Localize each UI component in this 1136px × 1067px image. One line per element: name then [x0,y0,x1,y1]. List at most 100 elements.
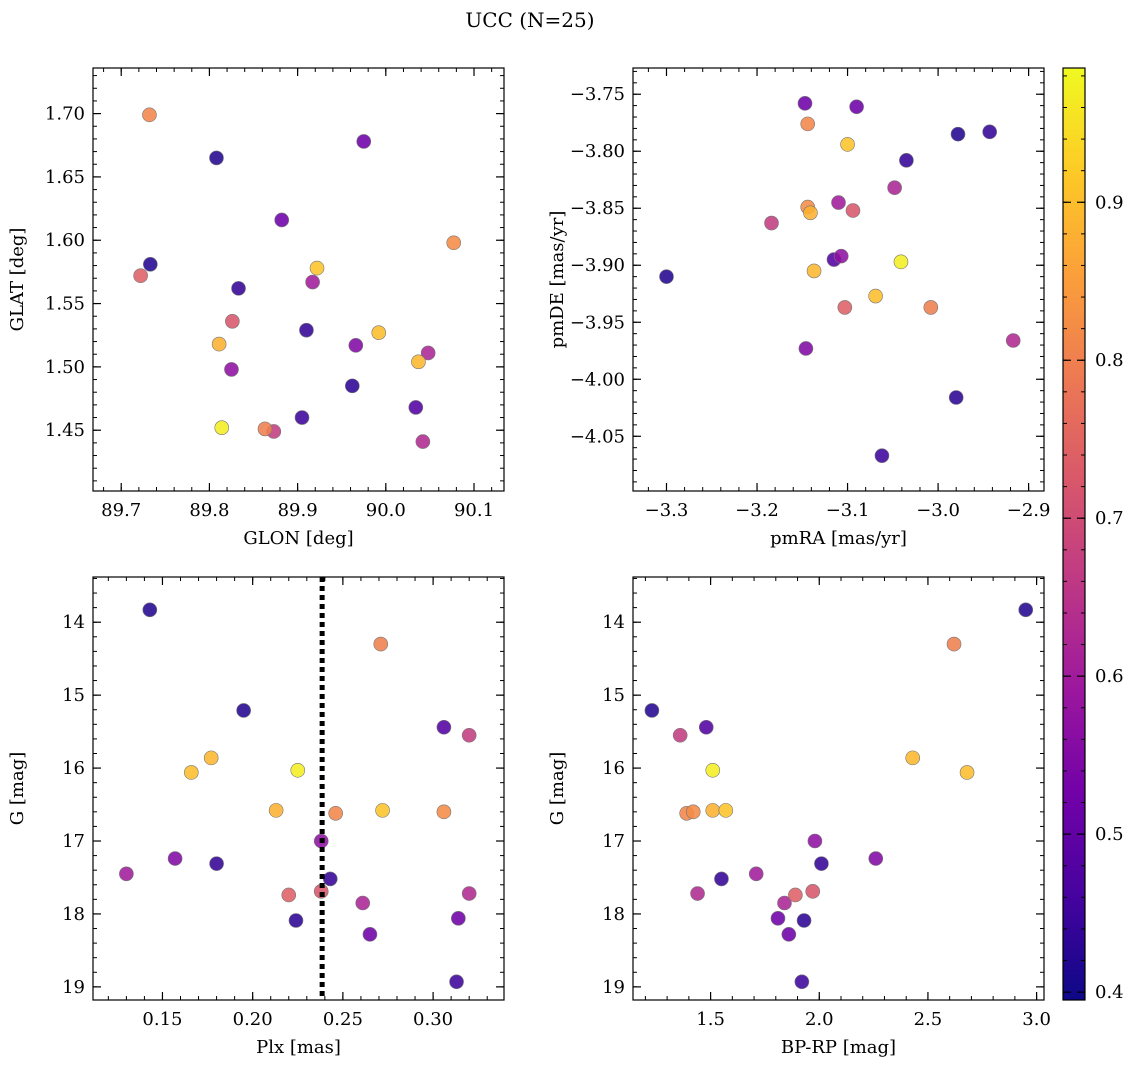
axes-frame [92,576,505,1001]
x-tick-label: 0.25 [323,1009,363,1030]
data-point [905,750,921,766]
x-tick-label: 90.0 [366,500,406,521]
data-point [748,866,764,882]
data-point [1018,602,1034,618]
axes-frame [632,67,1045,492]
colorbar-tick-label: 0.9 [1095,192,1124,213]
data-point [294,410,310,425]
colorbar-tick-label: 0.4 [1095,982,1124,1003]
data-point [231,281,246,296]
data-point [209,150,224,166]
data-point [781,927,797,942]
y-tick-label: 18 [602,904,625,925]
axes-frame [92,67,505,492]
panel-color-magnitude: 1.5 2.0 2.5 3.0 14 15 16 17 18 19 BP-RP [mag] G [ma… [547,576,1051,1058]
minor-ticks [633,577,1044,1000]
y-tick-label: 17 [602,831,625,852]
data-point [923,300,939,315]
data-point [806,263,822,279]
data-point [209,856,224,871]
data-point [718,803,734,818]
axes-frame [632,576,1045,1001]
data-point [184,765,199,780]
y-tick-label: 16 [62,758,85,779]
data-point [355,895,371,911]
data-point [257,421,273,437]
data-point [946,636,962,652]
data-point [373,636,389,652]
figure-title: UCC (N=25) [465,8,594,32]
x-tick-label: 0.30 [413,1009,453,1030]
plot-area [659,96,1021,463]
data-point [345,378,360,394]
x-tick-label: 2.0 [805,1009,834,1030]
plot-area [644,602,1034,990]
data-point [833,248,849,264]
data-point [644,703,660,718]
y-tick-label: 18 [62,904,85,925]
y-axis-label: G [mag] [7,752,28,825]
data-point [415,434,431,449]
data-point [375,803,390,818]
x-tick-label: −3.0 [916,500,960,521]
data-point [764,215,779,231]
x-tick-label: 1.5 [696,1009,725,1030]
colorbar-tick-label: 0.8 [1095,350,1124,371]
y-tick-label: 16 [602,758,625,779]
data-point [794,974,810,990]
plot-area [133,107,462,449]
data-point [777,895,792,911]
data-point [1005,333,1021,348]
data-point [142,602,158,618]
data-point [328,805,343,821]
data-point [705,803,721,818]
data-point [887,180,902,196]
data-point [274,212,290,228]
minor-ticks [93,577,504,1000]
data-point [436,804,452,820]
x-tick-label: 0.20 [233,1009,273,1030]
colorbar-tick-label: 0.5 [1095,824,1124,845]
data-point [659,269,674,284]
plot-area [119,577,477,1000]
y-tick-label: 14 [62,612,85,633]
data-point [807,833,823,849]
data-point [672,727,688,743]
x-tick-label: −2.9 [1007,500,1051,521]
data-point [705,762,721,778]
x-tick-label: 3.0 [1022,1009,1051,1030]
x-tick-label: −3.2 [735,500,779,521]
data-point [305,274,320,290]
colorbar-gradient [1063,68,1085,1000]
data-point [203,750,219,766]
data-point [288,913,304,928]
data-point [849,99,864,115]
y-axis-label: pmDE [mas/yr] [547,211,568,349]
data-point [959,765,975,780]
panel-glon-glat: 89.7 89.8 89.9 90.0 90.1 1.45 1.50 1.55 1.60 1.65… [7,67,505,549]
data-point [371,325,387,340]
x-tick-label: −3.3 [645,500,689,521]
colorbar-tick-label: 0.7 [1095,508,1124,529]
data-point [899,153,914,168]
y-tick-label: 17 [62,831,85,852]
y-tick-label: 19 [62,977,85,998]
x-tick-label: 89.9 [278,500,318,521]
minor-ticks [633,68,1044,491]
panel-parallax-magnitude: 0.15 0.20 0.25 0.30 14 15 16 17 18 19 Plx [mas] G [… [7,576,505,1058]
y-tick-label: −3.85 [570,198,625,219]
y-tick-label: −3.75 [570,84,625,105]
data-point [290,762,306,778]
data-point [451,911,466,926]
data-point [797,96,813,111]
data-point [167,851,183,866]
y-tick-label: 1.45 [45,420,85,441]
data-point [840,137,855,152]
data-point [281,887,297,903]
data-point [845,203,861,218]
data-point [950,126,966,142]
y-tick-label: 14 [602,612,625,633]
data-point [714,871,729,887]
data-point [982,124,997,140]
